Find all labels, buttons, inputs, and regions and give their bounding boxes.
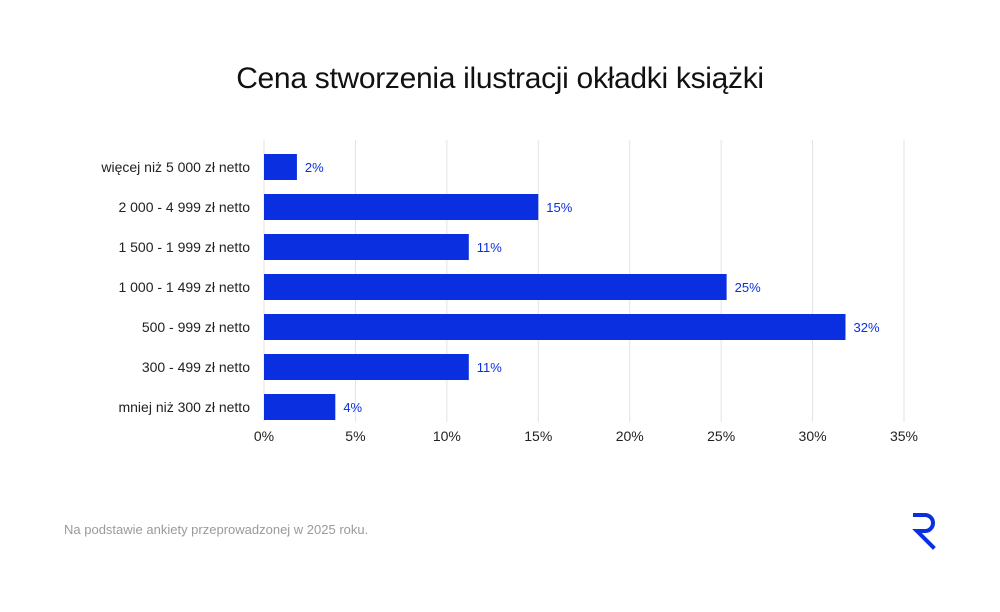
category-label: więcej niż 5 000 zł netto xyxy=(100,159,250,175)
r-logo-icon xyxy=(912,513,936,550)
x-tick-label: 30% xyxy=(799,428,827,444)
data-label: 4% xyxy=(343,400,362,415)
bar xyxy=(264,314,846,340)
data-label: 11% xyxy=(477,360,502,375)
data-label: 11% xyxy=(477,240,502,255)
x-tick-label: 25% xyxy=(707,428,735,444)
category-label: 300 - 499 zł netto xyxy=(142,359,250,375)
data-labels: 2% 15% 11% 25% 32% 11% 4% xyxy=(305,160,880,415)
category-label: 500 - 999 zł netto xyxy=(142,319,250,335)
bar xyxy=(264,354,469,380)
x-tick-label: 5% xyxy=(345,428,365,444)
bar xyxy=(264,394,336,420)
bar xyxy=(264,194,539,220)
x-tick-labels: 0% 5% 10% 15% 20% 25% 30% 35% xyxy=(254,428,918,444)
data-label: 25% xyxy=(735,280,761,295)
data-label: 2% xyxy=(305,160,324,175)
bar xyxy=(264,274,727,300)
data-label: 15% xyxy=(546,200,572,215)
bar xyxy=(264,154,297,180)
x-tick-label: 15% xyxy=(524,428,552,444)
category-label: 2 000 - 4 999 zł netto xyxy=(118,199,250,215)
x-tick-label: 10% xyxy=(433,428,461,444)
footnote: Na podstawie ankiety przeprowadzonej w 2… xyxy=(64,522,369,537)
category-label: mniej niż 300 zł netto xyxy=(118,399,250,415)
x-tick-label: 0% xyxy=(254,428,274,444)
x-tick-label: 35% xyxy=(890,428,918,444)
bar xyxy=(264,234,469,260)
chart-title: Cena stworzenia ilustracji okładki książ… xyxy=(236,62,764,95)
x-tick-label: 20% xyxy=(616,428,644,444)
category-labels: więcej niż 5 000 zł netto 2 000 - 4 999 z… xyxy=(100,159,250,415)
bars xyxy=(264,154,846,420)
data-label: 32% xyxy=(853,320,879,335)
category-label: 1 500 - 1 999 zł netto xyxy=(118,239,250,255)
category-label: 1 000 - 1 499 zł netto xyxy=(118,279,250,295)
